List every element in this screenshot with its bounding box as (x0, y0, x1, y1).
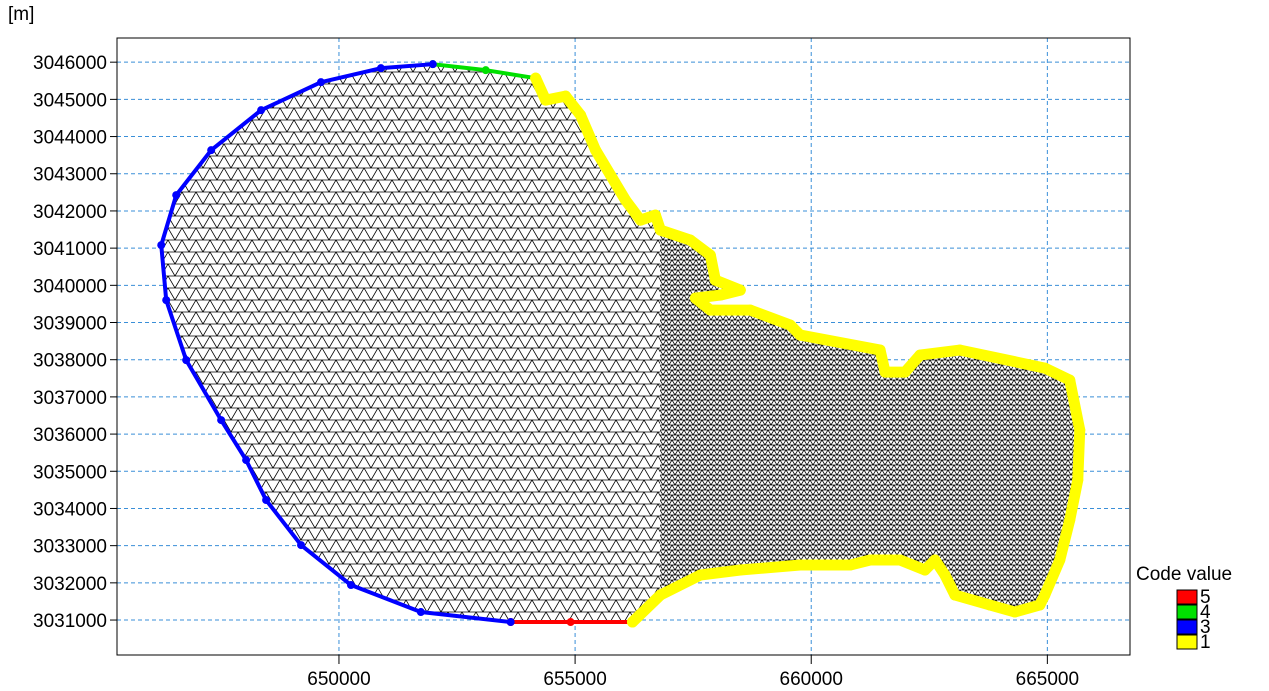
boundary-node (1034, 599, 1046, 611)
boundary-node (207, 146, 216, 155)
y-tick-label: 3032000 (33, 574, 107, 595)
boundary-node (428, 60, 437, 69)
y-tick-label: 3039000 (33, 314, 107, 335)
legend-swatch (1176, 589, 1198, 605)
legend-swatch (1176, 604, 1198, 620)
boundary-node (257, 106, 266, 115)
boundary-node (316, 78, 325, 87)
boundary-node (162, 296, 171, 305)
y-tick-label: 3043000 (33, 165, 107, 186)
legend-label: 5 (1200, 587, 1211, 608)
y-tick-label: 3033000 (33, 537, 107, 558)
boundary-node (914, 349, 926, 361)
boundary-node (949, 589, 961, 601)
legend-swatch (1176, 634, 1198, 650)
y-tick-label: 3045000 (33, 90, 107, 111)
boundary-node (1064, 374, 1076, 386)
y-tick-label: 3034000 (33, 499, 107, 520)
x-tick-label: 665000 (1016, 669, 1079, 690)
boundary-node (694, 569, 706, 581)
boundary-node (649, 209, 661, 221)
boundary-node (575, 109, 587, 121)
boundary-node (157, 241, 166, 250)
plot-frame (116, 37, 1131, 656)
boundary-node (1039, 589, 1051, 601)
boundary-node (416, 608, 425, 617)
boundary-node (704, 304, 716, 316)
boundary-node (784, 319, 796, 331)
boundary-node (734, 284, 746, 296)
legend-swatch (1176, 619, 1198, 635)
boundary-node (626, 616, 638, 628)
boundary-node (794, 329, 806, 341)
y-tick-label: 3031000 (33, 611, 107, 632)
boundary-node (217, 416, 226, 425)
boundary-node (919, 564, 931, 576)
boundary-node (566, 618, 575, 627)
boundary-node (844, 559, 856, 571)
boundary-node (1074, 424, 1086, 436)
legend-label: 4 (1200, 602, 1211, 623)
boundary-node (654, 224, 666, 236)
boundary-node (1054, 554, 1066, 566)
boundary-node (929, 554, 941, 566)
boundary-node (297, 541, 306, 550)
y-tick-label: 3046000 (33, 53, 107, 74)
legend-label: 1 (1200, 632, 1211, 653)
boundary-node (864, 554, 876, 566)
y-tick-label: 3038000 (33, 351, 107, 372)
y-tick-label: 3042000 (33, 202, 107, 223)
boundary-node (262, 496, 271, 505)
boundary-node (1009, 606, 1021, 618)
boundary-node (1064, 514, 1076, 526)
boundary-node (939, 569, 951, 581)
boundary-node (684, 234, 696, 246)
boundary-node (714, 289, 726, 301)
boundary-node (560, 90, 572, 102)
x-tick-label: 650000 (307, 669, 370, 690)
x-tick-label: 660000 (780, 669, 843, 690)
boundary-line (159, 62, 513, 625)
boundary-node (182, 356, 191, 365)
boundary-node (481, 66, 490, 75)
boundary-node (376, 64, 385, 73)
boundary-node (734, 564, 746, 576)
y-unit-label: [m] (8, 4, 34, 25)
legend-label: 3 (1200, 617, 1211, 638)
boundary-node (1072, 474, 1084, 486)
boundary-node (874, 344, 886, 356)
y-tick-label: 3036000 (33, 425, 107, 446)
boundary-node (704, 249, 716, 261)
y-tick-label: 3044000 (33, 128, 107, 149)
boundary-node (689, 292, 701, 304)
boundary-node (346, 581, 355, 590)
boundary-node (984, 599, 996, 611)
boundary-node (590, 144, 602, 156)
boundary-node (530, 72, 542, 84)
y-tick-label: 3041000 (33, 239, 107, 260)
boundary-node (634, 214, 646, 226)
boundary-node (1039, 362, 1051, 374)
legend-title: Code value (1136, 564, 1232, 585)
boundary-node (879, 366, 891, 378)
y-tick-label: 3040000 (33, 276, 107, 297)
y-tick-label: 3037000 (33, 388, 107, 409)
boundary-node (744, 304, 756, 316)
boundary-node (540, 94, 552, 106)
y-tick-label: 3035000 (33, 462, 107, 483)
boundary-node (654, 589, 666, 601)
boundary-node (899, 366, 911, 378)
boundary-node (709, 274, 721, 286)
boundary-node (242, 456, 251, 465)
boundary-node (605, 169, 617, 181)
boundary-node (894, 554, 906, 566)
x-tick-label: 655000 (543, 669, 606, 690)
boundary-node (172, 191, 181, 200)
boundary-node (954, 344, 966, 356)
boundary-node (619, 194, 631, 206)
boundary-node (794, 559, 806, 571)
boundary-node (506, 618, 515, 627)
